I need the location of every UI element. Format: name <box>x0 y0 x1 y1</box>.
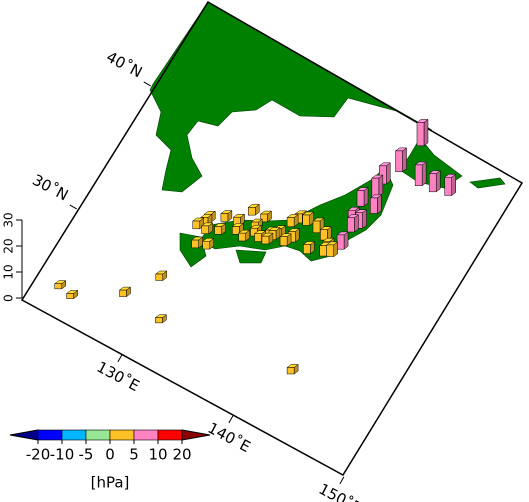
bar <box>192 220 201 230</box>
bar <box>191 239 199 249</box>
colorbar-tick-label: -5 <box>79 446 94 464</box>
bar <box>248 207 256 216</box>
bar <box>414 164 423 186</box>
lat-tick <box>69 204 78 210</box>
bar-side <box>402 147 407 173</box>
bar <box>155 273 164 281</box>
bar <box>286 367 295 375</box>
bar <box>155 317 163 324</box>
colorbar-tick-label: 10 <box>148 446 167 464</box>
bar <box>201 225 209 234</box>
bar <box>232 226 240 235</box>
bar <box>312 220 321 233</box>
bar <box>261 235 270 245</box>
colorbar-high <box>181 429 211 441</box>
z-tick-label: 30 <box>2 212 16 227</box>
colorbar-tick-label: 20 <box>172 446 191 464</box>
lat-tick-label: 30˚N <box>29 171 71 205</box>
colorbar-segment <box>157 429 183 441</box>
bar <box>395 150 403 172</box>
shikoku <box>235 249 267 264</box>
lon-tick-label: 140˚E <box>205 419 254 456</box>
bar <box>326 244 334 257</box>
bar <box>356 190 365 207</box>
bar-side <box>421 161 427 187</box>
bar <box>279 236 288 246</box>
bar <box>428 173 437 193</box>
bar-side <box>386 162 391 185</box>
bar <box>371 177 380 197</box>
bar <box>260 213 268 223</box>
bar <box>54 283 63 290</box>
sakhalin-islands <box>469 177 506 189</box>
z-tick-label: 20 <box>2 238 16 253</box>
bar <box>347 217 355 233</box>
bar <box>238 232 246 242</box>
bar <box>220 213 229 222</box>
bar-side <box>378 174 384 197</box>
bar <box>444 177 452 196</box>
colorbar-tick-label: 0 <box>105 446 115 464</box>
bar <box>370 197 378 214</box>
colorbar-tick-label: 5 <box>129 446 139 464</box>
colorbar-segment <box>85 429 111 441</box>
z-tick-label: 10 <box>2 264 16 279</box>
lon-tick <box>339 476 345 485</box>
lon-tick <box>117 354 123 363</box>
bar <box>336 234 345 250</box>
colorbar-label: [hPa] <box>91 474 130 492</box>
bar <box>302 214 310 226</box>
bar <box>66 293 74 299</box>
bar <box>319 245 327 257</box>
continent <box>149 1 433 193</box>
colorbar-segment <box>37 429 63 441</box>
bar <box>202 241 211 250</box>
colorbar-low <box>9 429 39 441</box>
bar <box>303 244 311 254</box>
lat-tick <box>143 81 152 87</box>
bar <box>119 289 127 297</box>
bar-side <box>451 173 456 196</box>
bar <box>214 226 222 235</box>
lat-tick-label: 40˚N <box>103 48 145 82</box>
bar <box>254 233 262 242</box>
bar <box>286 217 295 227</box>
colorbar-segment <box>133 429 159 441</box>
colorbar-tick-label: -20 <box>26 446 51 464</box>
bar-side <box>423 118 429 147</box>
colorbar-segment <box>61 429 87 441</box>
lon-tick <box>228 415 234 424</box>
bar <box>416 122 425 147</box>
lon-tick-label: 130˚E <box>94 358 143 395</box>
colorbar-segment <box>109 429 135 441</box>
z-tick-label: 0 <box>2 294 16 302</box>
bar-side <box>435 170 441 193</box>
colorbar-tick-label: -10 <box>50 446 75 464</box>
bar <box>320 229 328 241</box>
